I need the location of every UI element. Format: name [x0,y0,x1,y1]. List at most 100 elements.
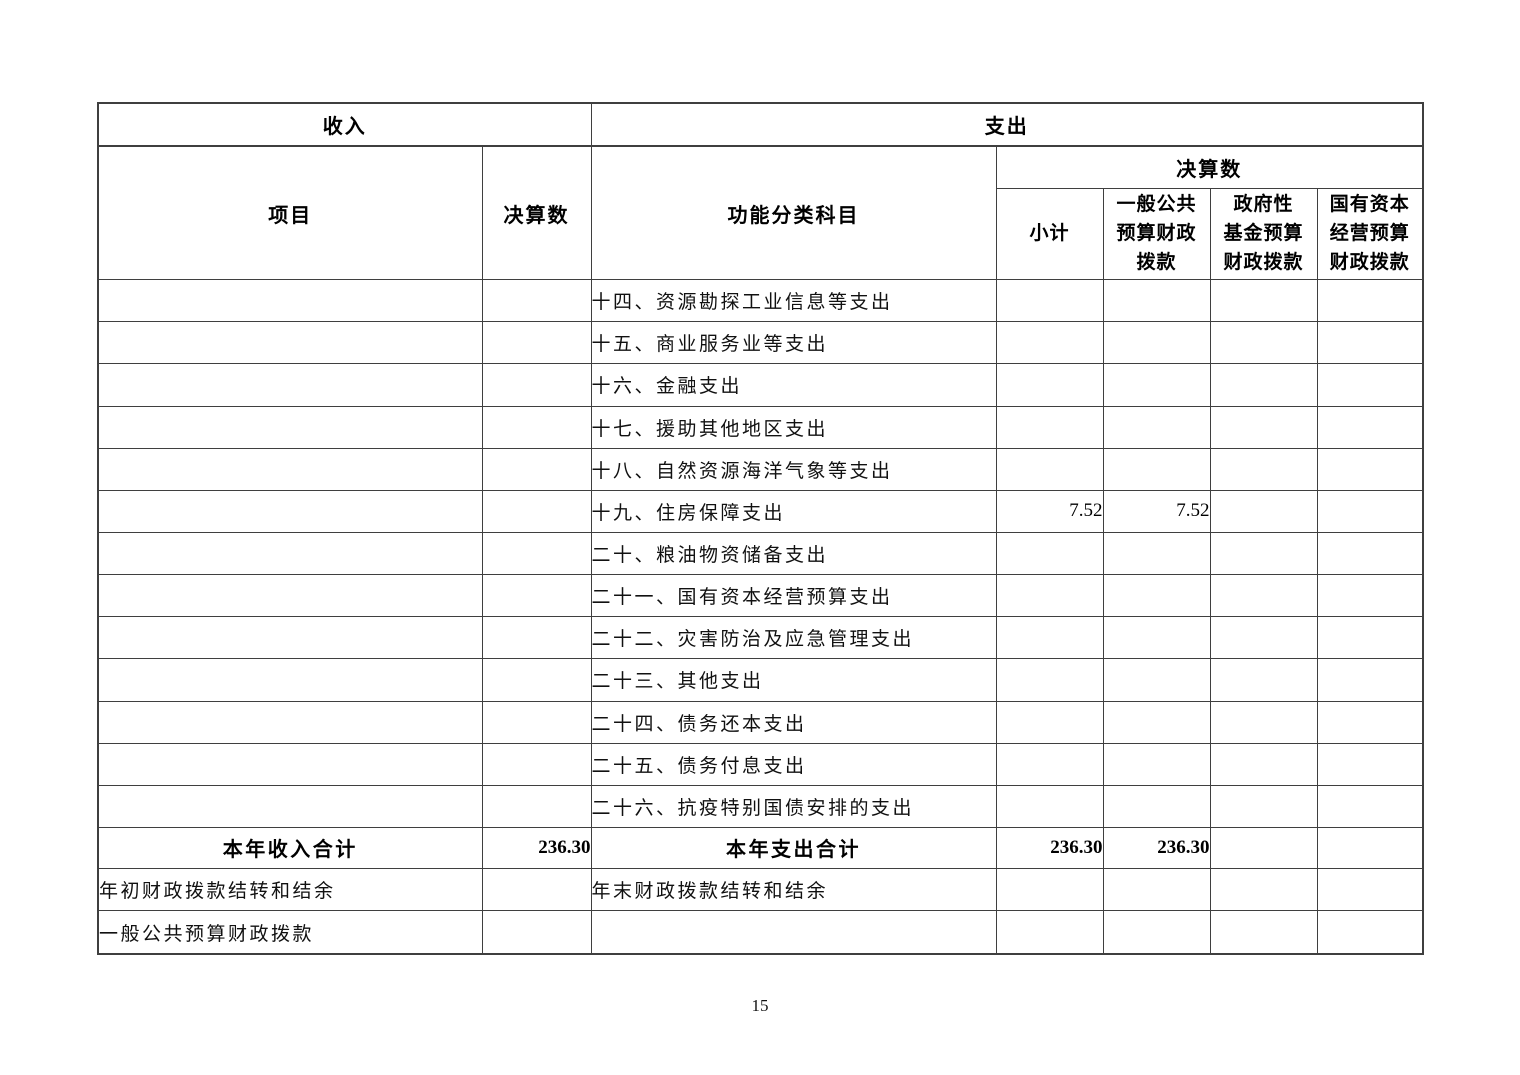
gov-fund-amount-cell [1209,363,1318,407]
gov-fund-amount-cell [1209,574,1318,618]
income-amount-cell [481,616,592,660]
table-row: 二十五、债务付息支出 [97,742,1424,786]
state-capital-amount-cell [1316,363,1424,407]
table-row: 二十四、债务还本支出 [97,700,1424,744]
budget-table: 收入 支出 项目 决算数 功能分类科目 决算数 小计 一般公共 预算财政 拨款 … [97,102,1425,955]
subtotal-column-header: 小计 [995,187,1104,281]
income-amount-cell [481,742,592,786]
expense-item-cell: 二十、粮油物资储备支出 [590,531,997,576]
subtotal-amount-cell [995,742,1104,786]
state-capital-amount-cell [1316,489,1424,533]
general-public-amount-cell [1102,447,1211,491]
gov-fund-amount-cell [1209,658,1318,702]
section-header-row: 收入 支出 [97,102,1424,148]
gov-fund-amount-cell [1209,784,1318,828]
subtotal-amount-cell [995,531,1104,576]
expense-item-cell: 二十二、灾害防治及应急管理支出 [590,616,997,660]
expenditure-section-header: 支出 [590,102,1424,148]
subtotal-amount-cell: 7.52 [995,489,1104,533]
table-row: 二十三、其他支出 [97,658,1424,702]
general-public-amount-cell [1102,742,1211,786]
income-item-cell [97,321,483,365]
income-item-cell [97,574,483,618]
carryover-row: 年初财政拨款结转和结余 年末财政拨款结转和结余 [97,868,1424,912]
expense-item-cell: 二十六、抗疫特别国债安排的支出 [590,784,997,828]
gov-fund-amount-cell [1209,405,1318,449]
income-amount-cell [481,910,592,955]
income-total-label: 本年收入合计 [97,826,483,870]
gov-fund-amount-cell [1209,321,1318,365]
subtotal-amount-cell [995,363,1104,407]
expense-item-cell: 二十四、债务还本支出 [590,700,997,744]
table-row: 二十六、抗疫特别国债安排的支出 [97,784,1424,828]
general-public-total-amount: 236.30 [1102,826,1211,870]
gov-fund-total-amount [1209,826,1318,870]
beginning-carryover-label: 年初财政拨款结转和结余 [97,868,483,912]
state-capital-amount-cell [1316,910,1424,955]
general-public-amount-cell [1102,405,1211,449]
income-amount-cell [481,784,592,828]
income-section-header: 收入 [97,102,592,148]
table-row: 十六、金融支出 [97,363,1424,407]
gov-fund-column-header: 政府性 基金预算 财政拨款 [1209,187,1318,281]
general-public-amount-cell [1102,658,1211,702]
gov-fund-amount-cell [1209,910,1318,955]
totals-row: 本年收入合计 236.30 本年支出合计 236.30 236.30 [97,826,1424,870]
state-capital-amount-cell [1316,700,1424,744]
state-capital-amount-cell [1316,447,1424,491]
income-item-cell [97,405,483,449]
functional-subject-column-header: 功能分类科目 [590,145,997,281]
income-amount-cell [481,868,592,912]
income-item-cell [97,784,483,828]
general-public-amount-cell [1102,279,1211,323]
expense-item-cell: 十八、自然资源海洋气象等支出 [590,447,997,491]
column-header-row: 项目 决算数 功能分类科目 决算数 [97,145,1424,281]
subtotal-amount-cell [995,700,1104,744]
general-public-amount-cell: 7.52 [1102,489,1211,533]
general-public-appropriation-label: 一般公共预算财政拨款 [97,910,483,955]
general-public-amount-cell [1102,321,1211,365]
expense-item-cell: 二十一、国有资本经营预算支出 [590,574,997,618]
income-final-column-header: 决算数 [481,145,592,281]
table-row: 二十一、国有资本经营预算支出 [97,574,1424,618]
expense-item-cell: 十九、住房保障支出 [590,489,997,533]
expense-item-cell [590,910,997,955]
sub-column-header-row: 小计 一般公共 预算财政 拨款 政府性 基金预算 财政拨款 国有资本 经营预算 … [98,187,1424,281]
income-amount-cell [481,447,592,491]
income-amount-cell [481,321,592,365]
subtotal-amount-cell [995,868,1104,912]
income-item-cell [97,700,483,744]
income-item-cell [97,489,483,533]
gov-fund-amount-cell [1209,279,1318,323]
general-public-amount-cell [1102,700,1211,744]
state-capital-amount-cell [1316,279,1424,323]
table-row: 十九、住房保障支出 7.52 7.52 [97,489,1424,533]
gov-fund-amount-cell [1209,489,1318,533]
expense-item-cell: 十七、援助其他地区支出 [590,405,997,449]
expense-item-cell: 十四、资源勘探工业信息等支出 [590,279,997,323]
expense-item-cell: 二十三、其他支出 [590,658,997,702]
state-capital-amount-cell [1316,742,1424,786]
table-row: 十四、资源勘探工业信息等支出 [97,279,1424,323]
income-item-cell [97,531,483,576]
general-public-amount-cell [1102,574,1211,618]
gov-fund-amount-cell [1209,447,1318,491]
gov-fund-amount-cell [1209,742,1318,786]
state-capital-total-amount [1316,826,1424,870]
subtotal-total-amount: 236.30 [995,826,1104,870]
item-column-header: 项目 [97,145,483,281]
income-amount-cell [481,279,592,323]
expense-item-cell: 十五、商业服务业等支出 [590,321,997,365]
gov-fund-amount-cell [1209,868,1318,912]
state-capital-amount-cell [1316,531,1424,576]
general-public-amount-cell [1102,363,1211,407]
income-amount-cell [481,531,592,576]
income-amount-cell [481,405,592,449]
subtotal-amount-cell [995,405,1104,449]
subtotal-amount-cell [995,658,1104,702]
state-capital-amount-cell [1316,784,1424,828]
state-capital-amount-cell [1316,868,1424,912]
income-amount-cell [481,574,592,618]
general-public-amount-cell [1102,868,1211,912]
